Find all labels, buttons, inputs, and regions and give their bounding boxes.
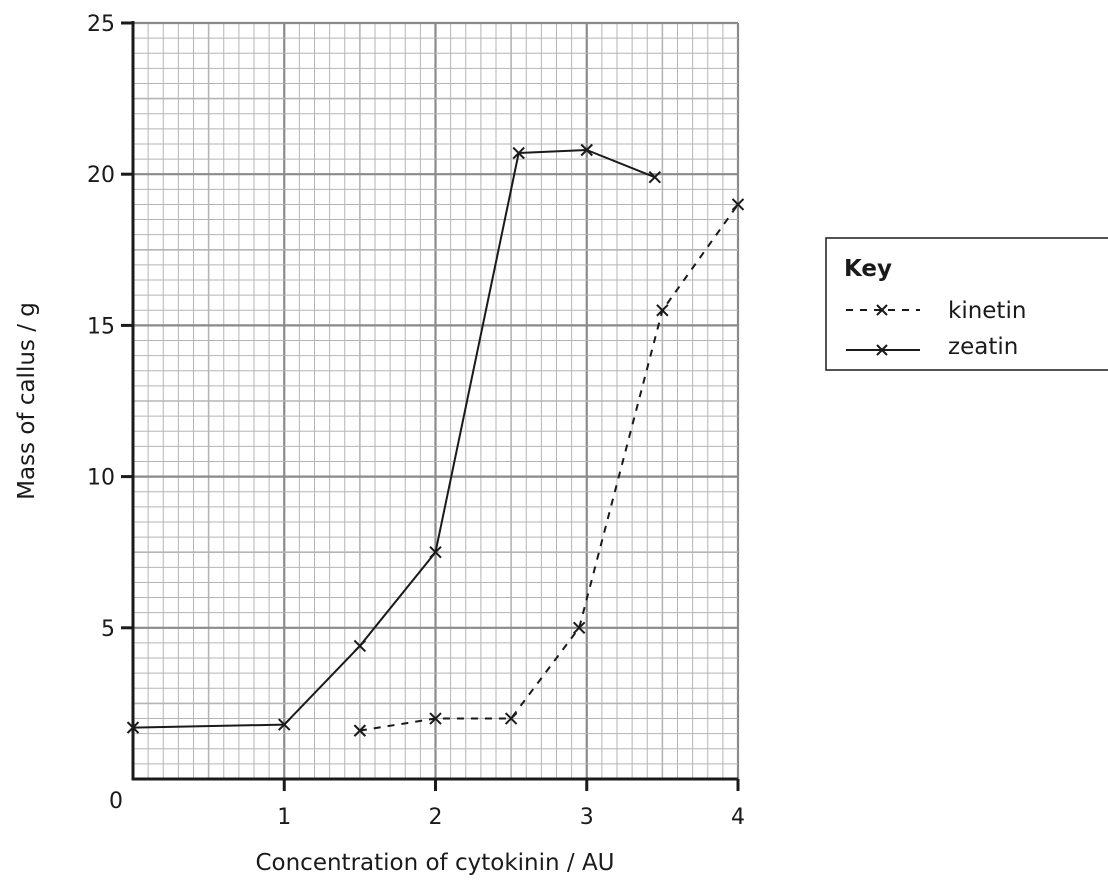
data-point-kinetin — [656, 304, 669, 317]
data-point-zeatin — [353, 639, 367, 653]
series-line-zeatin — [132, 149, 656, 729]
legend: Key kinetin zeatin — [825, 237, 1108, 371]
series-line-kinetin — [359, 203, 739, 732]
marker-stroke — [572, 621, 586, 635]
data-point-kinetin — [429, 712, 442, 725]
legend-zeatin-marker — [876, 344, 888, 356]
legend-label-kinetin: kinetin — [948, 298, 1026, 324]
x-tick-label: 1 — [277, 805, 291, 830]
x-tick-label: 4 — [731, 805, 745, 830]
x-tick-label: 2 — [429, 805, 443, 830]
marker-stroke — [126, 721, 140, 734]
legend-box — [825, 237, 1108, 371]
marker-stroke — [656, 304, 669, 317]
data-point-kinetin — [731, 198, 745, 211]
marker-stroke — [353, 639, 367, 653]
data-point-zeatin — [648, 171, 662, 184]
series — [126, 143, 745, 737]
data-point-kinetin — [572, 621, 586, 635]
y-tick-label: 10 — [87, 466, 115, 491]
legend-label-zeatin: zeatin — [948, 334, 1018, 360]
data-point-zeatin — [126, 721, 140, 734]
marker-stroke — [429, 545, 442, 559]
y-tick-label: 15 — [87, 314, 115, 339]
marker-stroke — [731, 198, 745, 211]
data-point-zeatin — [429, 545, 442, 559]
marker-stroke — [429, 712, 442, 725]
marker-stroke — [648, 171, 662, 184]
y-tick-label: 25 — [87, 12, 115, 37]
x-axis-title: Concentration of cytokinin / AU — [255, 850, 614, 876]
legend-title: Key — [844, 256, 892, 282]
x-tick-label: 3 — [580, 805, 594, 830]
marker-stroke — [353, 724, 367, 737]
tick-labels: 0 5 10 15 20 25 1 2 3 4 — [87, 12, 745, 830]
y-axis-title: Mass of callus / g — [14, 302, 40, 500]
y-tick-label: 20 — [87, 163, 115, 188]
data-point-kinetin — [504, 712, 518, 725]
data-point-kinetin — [353, 724, 367, 737]
marker-stroke — [580, 143, 593, 157]
marker-stroke — [512, 146, 525, 160]
data-point-zeatin — [580, 143, 593, 157]
grid — [131, 21, 740, 781]
y-tick-label: 5 — [101, 617, 115, 642]
data-point-zeatin — [278, 718, 291, 731]
legend-kinetin-marker — [876, 304, 888, 316]
y-tick-label: 0 — [109, 789, 123, 814]
marker-stroke — [504, 712, 518, 725]
marker-stroke — [278, 718, 291, 731]
data-point-zeatin — [512, 146, 525, 160]
